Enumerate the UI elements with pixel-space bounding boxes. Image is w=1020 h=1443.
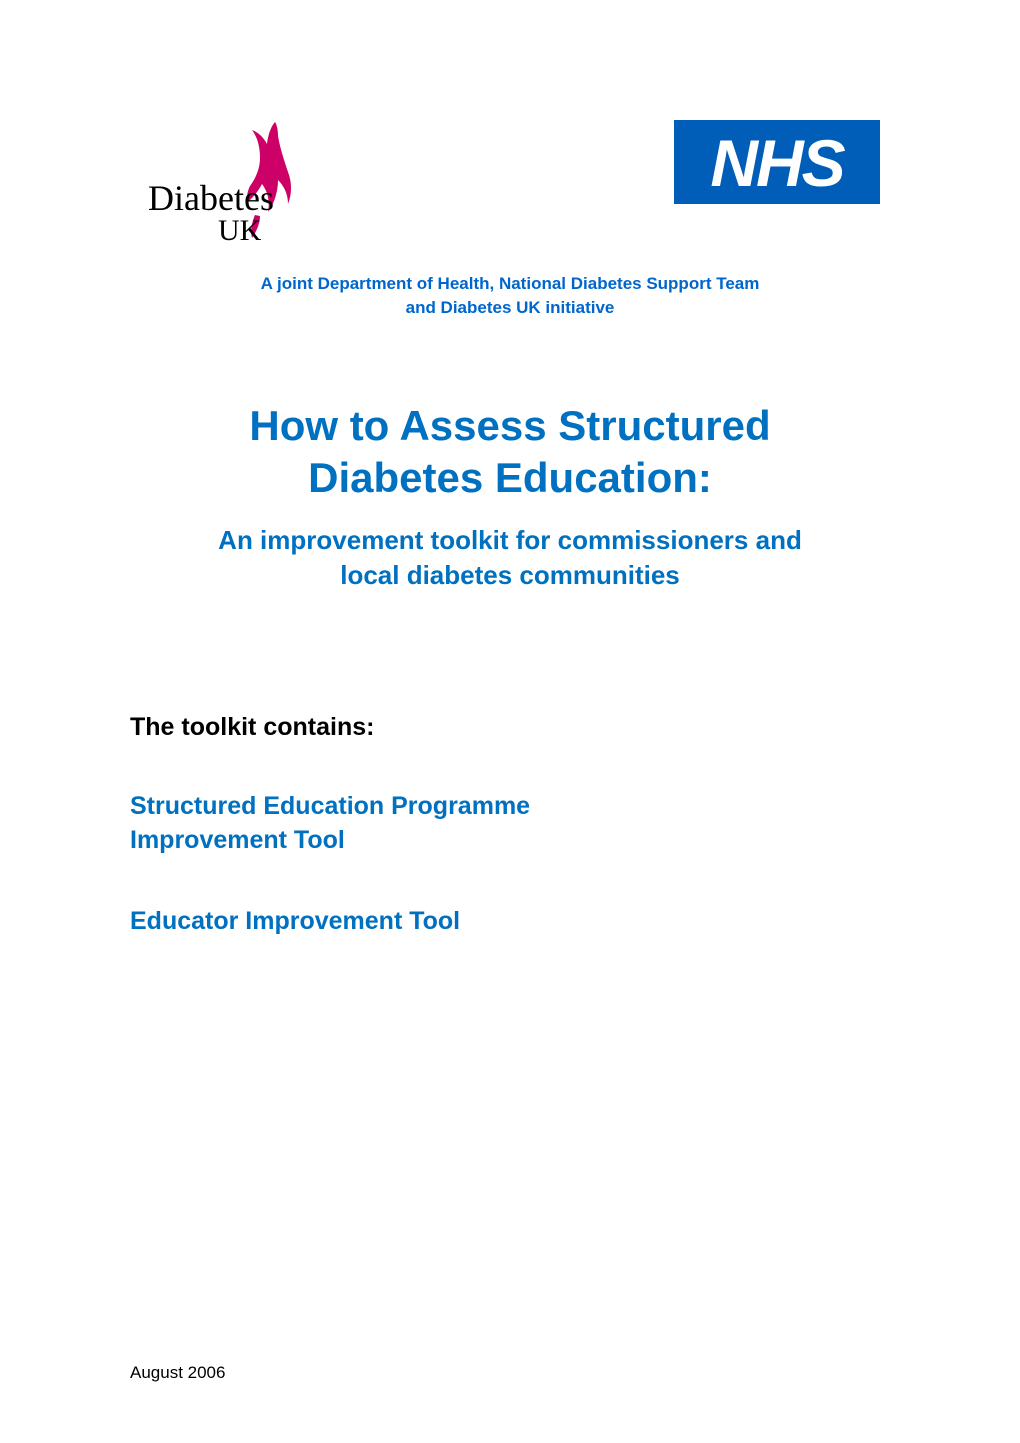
subtitle-line-2: local diabetes communities xyxy=(340,560,680,590)
footer-date: August 2006 xyxy=(130,1363,225,1383)
svg-text:UK: UK xyxy=(218,214,262,247)
toolkit-item-1-line-1: Structured Education Programme xyxy=(130,792,530,820)
toolkit-item-1: Structured Education Programme Improveme… xyxy=(130,790,890,858)
initiative-line-1: A joint Department of Health, National D… xyxy=(261,274,760,293)
svg-text:Diabetes: Diabetes xyxy=(148,178,274,218)
contains-heading: The toolkit contains: xyxy=(130,713,890,742)
logo-row: Diabetes UK NHS xyxy=(130,110,890,250)
initiative-line-2: and Diabetes UK initiative xyxy=(406,298,615,317)
main-title: How to Assess Structured Diabetes Educat… xyxy=(130,400,890,505)
toolkit-item-2: Educator Improvement Tool xyxy=(130,905,890,939)
toolkit-item-2-line-1: Educator Improvement Tool xyxy=(130,907,460,935)
svg-text:NHS: NHS xyxy=(710,126,845,200)
subtitle-line-1: An improvement toolkit for commissioners… xyxy=(218,525,802,555)
document-page: Diabetes UK NHS A joint Department of He… xyxy=(0,0,1020,1443)
nhs-logo: NHS xyxy=(674,120,880,204)
initiative-text: A joint Department of Health, National D… xyxy=(130,272,890,320)
title-line-2: Diabetes Education: xyxy=(308,454,712,501)
title-line-1: How to Assess Structured xyxy=(249,402,770,449)
toolkit-item-1-line-2: Improvement Tool xyxy=(130,826,345,854)
diabetes-uk-logo: Diabetes UK xyxy=(140,110,320,250)
subtitle: An improvement toolkit for commissioners… xyxy=(130,523,890,593)
